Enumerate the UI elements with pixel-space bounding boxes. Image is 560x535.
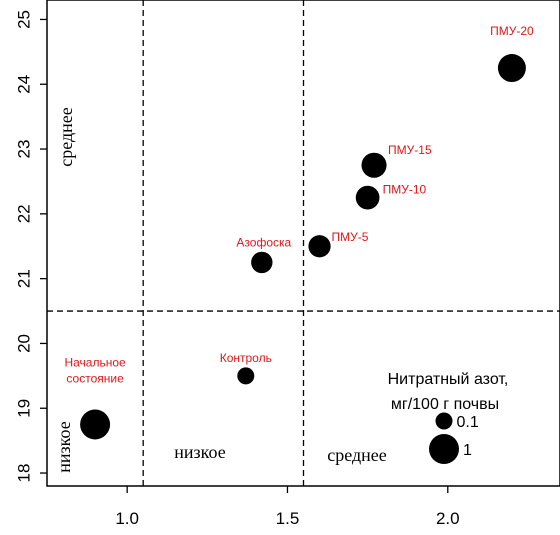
x-axis: 1.0 1.5 2.0 [115,486,460,528]
threshold-lines [47,0,560,486]
y-tick-label-6: 24 [14,75,33,94]
legend-label: 1 [463,442,472,459]
zone-label-x-low: низкое [174,442,225,462]
y-axis: 18 19 20 21 22 23 24 25 [14,10,47,483]
x-tick-label-2: 2.0 [436,509,460,528]
legend: Нитратный азот, мг/100 г почвы 0.11 [388,371,509,464]
legend-items: 0.11 [429,412,479,464]
x-tick-label-0: 1.0 [115,509,139,528]
legend-symbol [435,412,453,430]
data-points [80,54,526,440]
data-point [308,235,331,258]
y-tick-label-1: 19 [14,399,33,418]
x-tick-label-1: 1.5 [276,509,300,528]
point-label: ПМУ-20 [490,24,534,38]
point-labels: Начальное состояние Контроль Азофоска ПМУ-5 П… [64,24,534,385]
data-point [80,409,111,440]
zone-label-y-lower: низкое [54,421,74,472]
y-tick-label-0: 18 [14,464,33,483]
data-point [497,54,526,83]
zone-label-x-mid: среднее [327,445,387,465]
y-tick-label-2: 20 [14,334,33,353]
point-label: ПМУ-5 [332,230,369,244]
point-label: Контроль [220,351,272,365]
y-tick-label-5: 23 [14,140,33,159]
data-point [237,367,255,385]
zone-label-y-upper: среднее [56,107,76,167]
y-tick-label-7: 25 [14,10,33,29]
legend-label: 0.1 [457,414,479,431]
point-label: Азофоска [236,235,291,249]
legend-title-line-2: мг/100 г почвы [391,396,499,413]
data-point [355,185,380,210]
legend-symbol [429,434,459,464]
point-label: ПМУ-10 [383,183,427,197]
data-point [361,152,387,178]
plot-frame [46,0,560,487]
y-tick-label-3: 21 [14,269,33,288]
point-label: Начальное состояние [64,355,126,385]
y-tick-label-4: 22 [14,204,33,223]
data-point [251,251,273,274]
point-label: ПМУ-15 [388,143,432,157]
legend-title-line-1: Нитратный азот, [388,371,509,388]
